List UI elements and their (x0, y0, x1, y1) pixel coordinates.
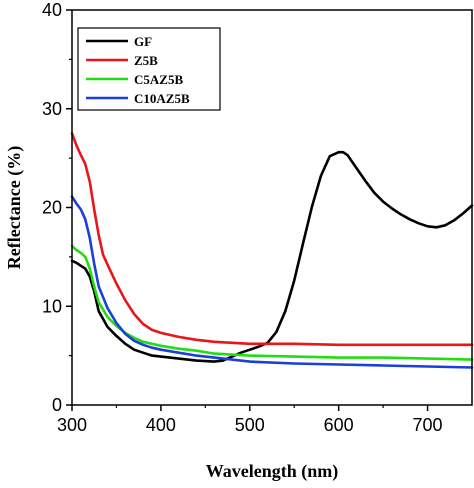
series-layer (70, 132, 474, 369)
y-axis-title: Reflectance (%) (4, 146, 25, 269)
axes-layer: 300 400 500 600 700 0 10 20 30 40 (42, 0, 473, 435)
legend-box (77, 27, 221, 111)
legend-label-z5b: Z5B (134, 53, 158, 68)
x-tick-label: 300 (57, 415, 87, 435)
y-tick-label: 10 (42, 296, 62, 316)
x-tick-label: 700 (413, 415, 443, 435)
series-line-c10az5b (70, 195, 474, 369)
x-tick-label: 600 (324, 415, 354, 435)
y-tick-label: 0 (52, 395, 62, 415)
x-axis-title: Wavelength (nm) (206, 461, 339, 482)
series-line-gf (70, 150, 474, 363)
legend: GF Z5B C5AZ5B C10AZ5B (77, 27, 221, 111)
series-line-z5b (70, 132, 474, 347)
y-tick-label: 30 (42, 99, 62, 119)
y-tick-label: 20 (42, 198, 62, 218)
legend-label-c10az5b: C10AZ5B (134, 91, 190, 106)
x-tick-label: 500 (235, 415, 265, 435)
legend-label-c5az5b: C5AZ5B (134, 72, 183, 87)
x-tick-label: 400 (146, 415, 176, 435)
legend-label-gf: GF (134, 34, 152, 49)
y-tick-label: 40 (42, 0, 62, 20)
series-line-c5az5b (70, 244, 474, 361)
